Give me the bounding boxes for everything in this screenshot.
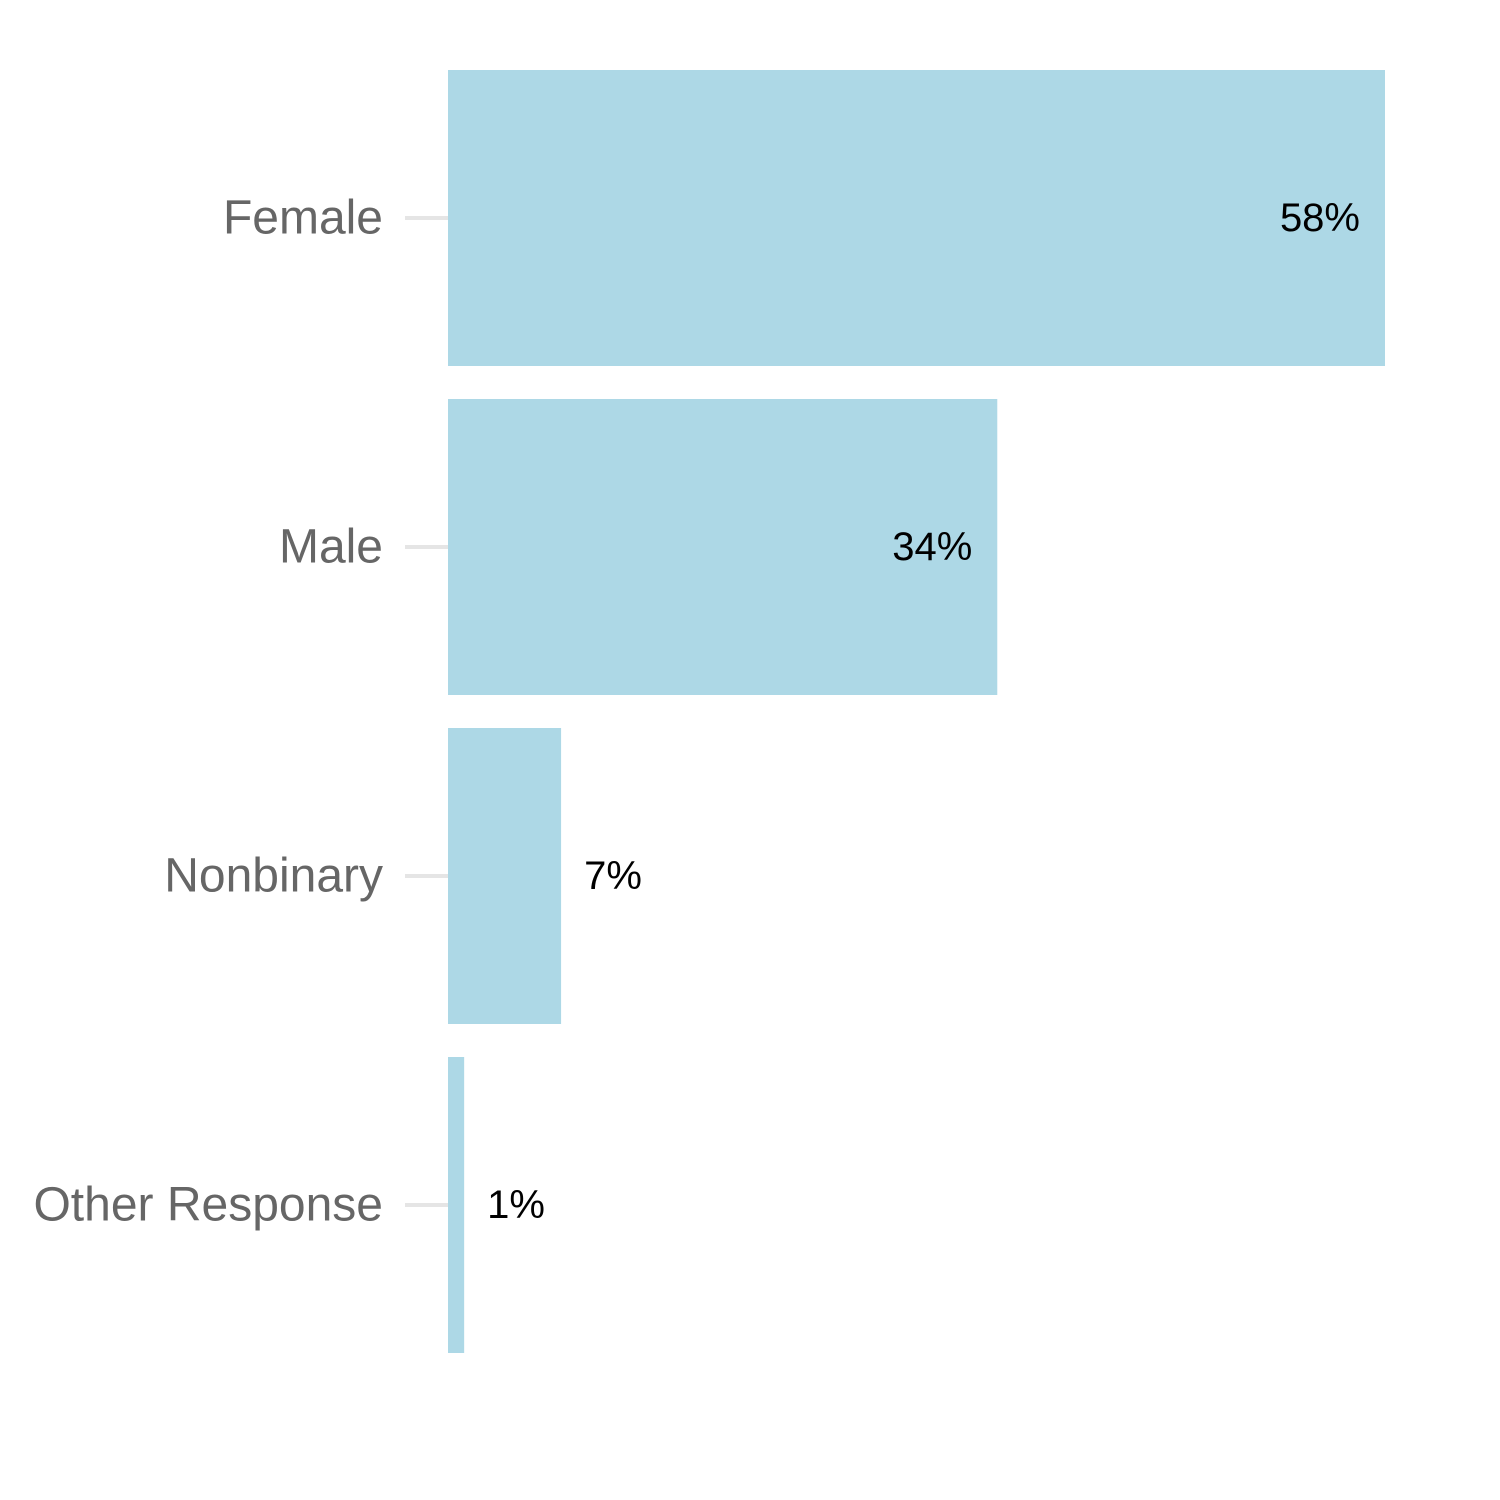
bar-male: [448, 399, 998, 695]
category-label-nonbinary: Nonbinary: [164, 850, 383, 903]
category-label-female: Female: [223, 192, 383, 245]
category-label-male: Male: [279, 521, 383, 574]
bar-nonbinary: [448, 728, 562, 1024]
value-label-male: 34%: [892, 525, 972, 569]
bar-female: [448, 70, 1385, 366]
category-label-other-response: Other Response: [33, 1179, 383, 1232]
value-labels: 58% 34% 7% 1%: [487, 196, 1360, 1227]
bars: [448, 70, 1385, 1353]
category-labels: Female Male Nonbinary Other Response: [33, 192, 383, 1232]
bar-other-response: [448, 1057, 465, 1353]
value-label-female: 58%: [1280, 196, 1360, 240]
y-axis-ticks: [405, 216, 448, 1207]
value-label-other-response: 1%: [487, 1183, 545, 1227]
value-label-nonbinary: 7%: [584, 854, 642, 898]
